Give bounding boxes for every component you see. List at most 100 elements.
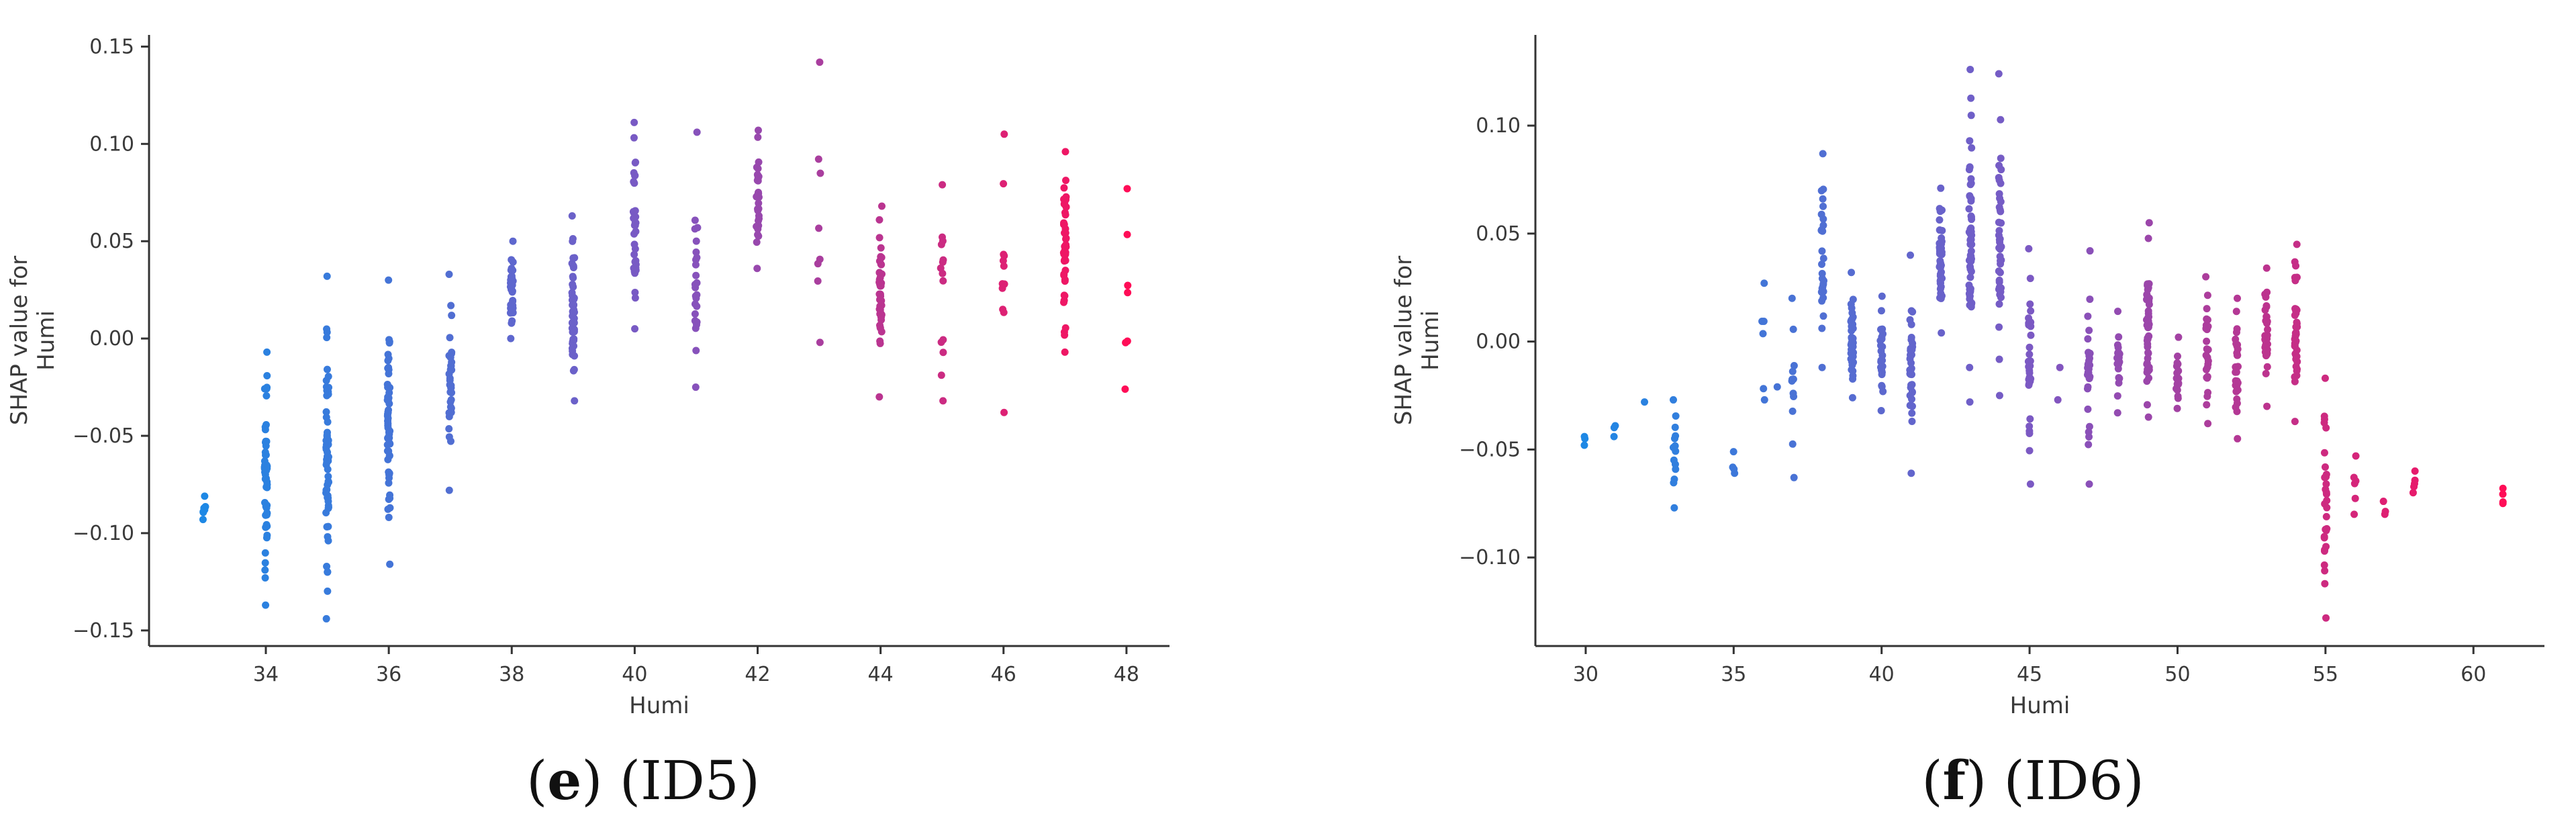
data-point-e <box>877 271 885 279</box>
data-point-e <box>1060 257 1068 265</box>
data-point-f <box>2144 314 2152 322</box>
data-point-f <box>2292 337 2300 345</box>
data-point-e <box>631 294 639 302</box>
data-point-e <box>877 260 885 268</box>
data-point-e <box>692 347 700 355</box>
data-point-f <box>1967 257 1975 265</box>
data-point-e <box>385 338 393 346</box>
data-point-e <box>939 256 947 264</box>
data-point-e <box>691 281 699 289</box>
data-point-e <box>384 422 392 430</box>
data-point-f <box>1788 440 1797 448</box>
data-point-e <box>322 614 330 623</box>
data-point-e <box>937 371 945 379</box>
data-point-e <box>630 134 638 142</box>
data-point-e <box>1000 130 1008 138</box>
data-point-e <box>877 202 886 210</box>
data-point-e <box>999 306 1007 314</box>
data-point-f <box>1878 351 1887 359</box>
data-point-e <box>323 334 331 342</box>
data-point-e <box>447 302 455 310</box>
data-point-e <box>384 351 392 359</box>
data-point-f <box>1818 260 1826 268</box>
data-point-e <box>324 448 332 456</box>
y-ticks-e: −0.15 −0.10 −0.05 0.00 0.05 0.10 0.15 <box>73 35 149 643</box>
data-point-f <box>1908 418 1916 426</box>
data-point-f <box>1819 222 1827 230</box>
data-point-e <box>1000 262 1008 270</box>
data-point-e <box>631 289 639 297</box>
data-point-f <box>2263 363 2271 371</box>
data-point-f <box>2085 480 2093 488</box>
data-point-f <box>2175 333 2183 341</box>
data-point-f <box>1937 184 1945 192</box>
data-point-f <box>1788 367 1797 375</box>
data-point-e <box>323 455 331 463</box>
y-tick-label-e: 0.10 <box>89 132 134 156</box>
data-point-e <box>324 418 332 426</box>
data-point-e <box>263 467 271 475</box>
data-point-e <box>1061 148 1069 156</box>
data-point-e <box>200 506 208 514</box>
data-point-e <box>323 325 331 333</box>
data-point-f <box>1967 175 1975 183</box>
data-point-e <box>875 234 884 242</box>
data-point-f <box>1818 363 1826 371</box>
data-point-f <box>1907 395 1915 403</box>
data-point-f <box>1790 473 1798 481</box>
data-point-f <box>2321 567 2329 575</box>
data-point-f <box>2263 318 2271 326</box>
data-point-f <box>2262 264 2271 272</box>
data-point-e <box>263 531 271 539</box>
data-point-f <box>1995 323 2003 331</box>
data-point-f <box>2085 326 2093 334</box>
data-point-f <box>2143 291 2151 299</box>
data-point-f <box>2144 234 2152 242</box>
data-point-f <box>1967 247 1975 255</box>
data-point-e <box>753 193 761 201</box>
data-point-f <box>2085 349 2093 357</box>
data-point-f <box>1936 248 1944 256</box>
data-point-f <box>1995 176 2003 184</box>
data-point-f <box>1907 469 1915 477</box>
x-tick-label-f: 35 <box>1721 663 1746 686</box>
data-point-f <box>2322 614 2330 622</box>
data-point-f <box>1610 432 1618 441</box>
data-point-f <box>1819 287 1827 295</box>
data-point-e <box>385 479 393 487</box>
data-point-f <box>2323 496 2331 504</box>
data-point-e <box>445 425 453 433</box>
data-point-f <box>1849 342 1857 351</box>
data-point-f <box>2321 463 2329 471</box>
data-point-e <box>630 178 638 186</box>
data-point-e <box>324 568 332 576</box>
data-point-f <box>2292 306 2300 314</box>
data-point-f <box>2350 510 2358 518</box>
data-point-f <box>1819 312 1827 320</box>
data-point-f <box>1938 226 1946 234</box>
data-point-e <box>323 365 331 373</box>
data-point-f <box>2233 387 2241 395</box>
data-point-e <box>877 328 886 336</box>
data-point-f <box>2233 294 2241 302</box>
data-point-e <box>324 465 332 473</box>
data-point-e <box>1061 199 1069 207</box>
data-point-f <box>2233 349 2241 357</box>
data-point-f <box>2320 449 2328 457</box>
data-point-e <box>261 566 269 574</box>
data-point-f <box>2027 322 2035 330</box>
data-point-e <box>199 516 207 524</box>
data-point-e <box>385 513 393 521</box>
data-point-f <box>2026 300 2034 308</box>
data-point-f <box>1819 280 1827 288</box>
data-point-e <box>693 128 701 136</box>
data-point-f <box>2056 363 2064 371</box>
y-axis-label-f-line1: SHAP value for <box>1390 256 1417 425</box>
data-point-f <box>1670 479 1678 487</box>
data-point-e <box>691 383 700 392</box>
data-point-e <box>569 367 577 375</box>
data-point-f <box>1968 240 1976 248</box>
data-point-e <box>385 369 393 377</box>
data-point-e <box>816 338 824 347</box>
data-point-f <box>2323 504 2331 512</box>
